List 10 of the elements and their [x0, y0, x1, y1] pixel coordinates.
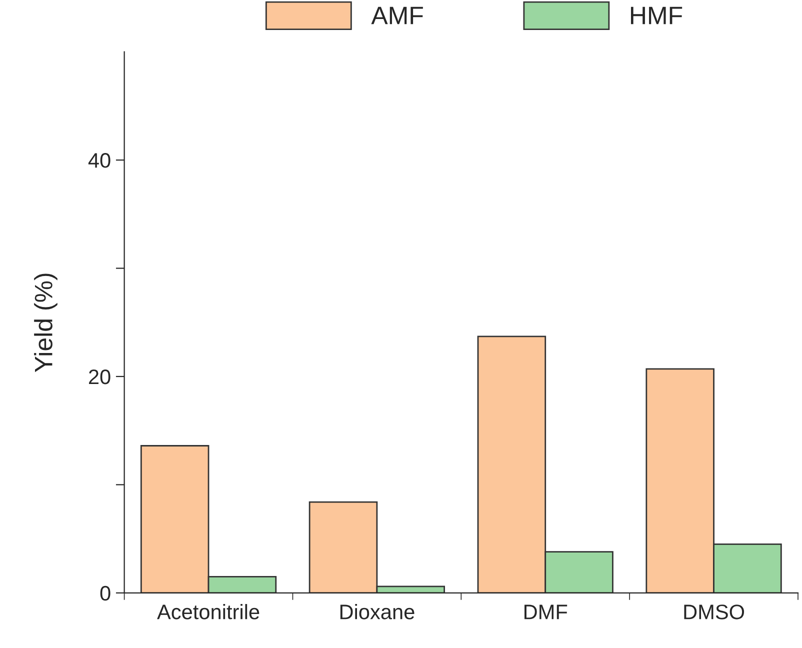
- x-tick-label: DMSO: [684, 604, 744, 620]
- y-tick-label: 40: [88, 153, 110, 168]
- x-tick-label: DMF: [524, 604, 568, 620]
- legend-label: AMF: [371, 6, 423, 24]
- legend-label: HMF: [630, 6, 682, 24]
- y-tick-label: 20: [88, 369, 110, 384]
- y-axis-title: Yield (%): [34, 274, 58, 372]
- x-tick-label: Dioxane: [340, 604, 414, 620]
- y-tick-label: 0: [100, 586, 110, 601]
- x-tick-label: Acetonitrile: [157, 604, 260, 620]
